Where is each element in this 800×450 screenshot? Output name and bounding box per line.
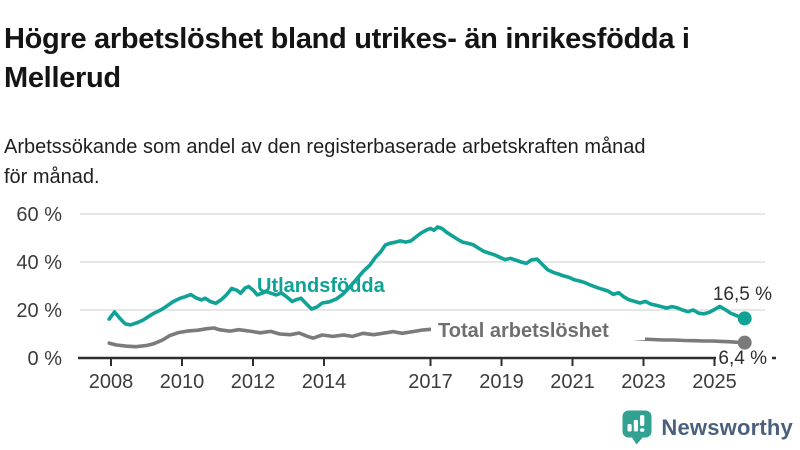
series-line-total-arbetsloshet	[107, 326, 747, 349]
newsworthy-logo-text: Newsworthy	[661, 414, 793, 440]
newsworthy-logo: Newsworthy	[622, 410, 793, 445]
x-axis-label: 2023	[621, 371, 666, 393]
series-label-total-arbetsloshet: Total arbetslöshet	[438, 320, 609, 342]
x-axis-label: 2019	[479, 371, 524, 393]
series-label-utlandsfodda: Utlandsfödda	[257, 275, 386, 297]
newsworthy-chart-bubble-icon	[622, 410, 653, 445]
y-axis-label: 40 %	[16, 252, 62, 274]
y-axis-label: 60 %	[16, 204, 62, 226]
end-value-label-total-arbetsloshet: 6,4 %	[718, 348, 767, 369]
x-axis-label: 2012	[231, 371, 276, 393]
series-line-utlandsfodda	[107, 225, 747, 327]
end-dot-total-arbetsloshet	[737, 335, 752, 350]
x-axis-label: 2010	[160, 371, 205, 393]
end-value-label-utlandsfodda: 16,5 %	[713, 284, 772, 305]
x-axis-label: 2014	[302, 371, 347, 393]
chart-title: Högre arbetslöshet bland utrikes- än inr…	[4, 23, 690, 95]
y-axis-label: 20 %	[16, 300, 62, 322]
x-axis-label: 2021	[550, 371, 595, 393]
series-label-background	[431, 318, 645, 340]
x-axis-label: 2025	[692, 371, 737, 393]
y-axis-label: 0 %	[28, 348, 63, 370]
x-axis-label: 2017	[408, 371, 453, 393]
x-axis-label: 2008	[89, 371, 134, 393]
value-label-background	[716, 350, 772, 367]
chart-subtitle: Arbetssökande som andel av den registerb…	[4, 136, 646, 189]
end-dot-utlandsfodda	[737, 311, 752, 326]
